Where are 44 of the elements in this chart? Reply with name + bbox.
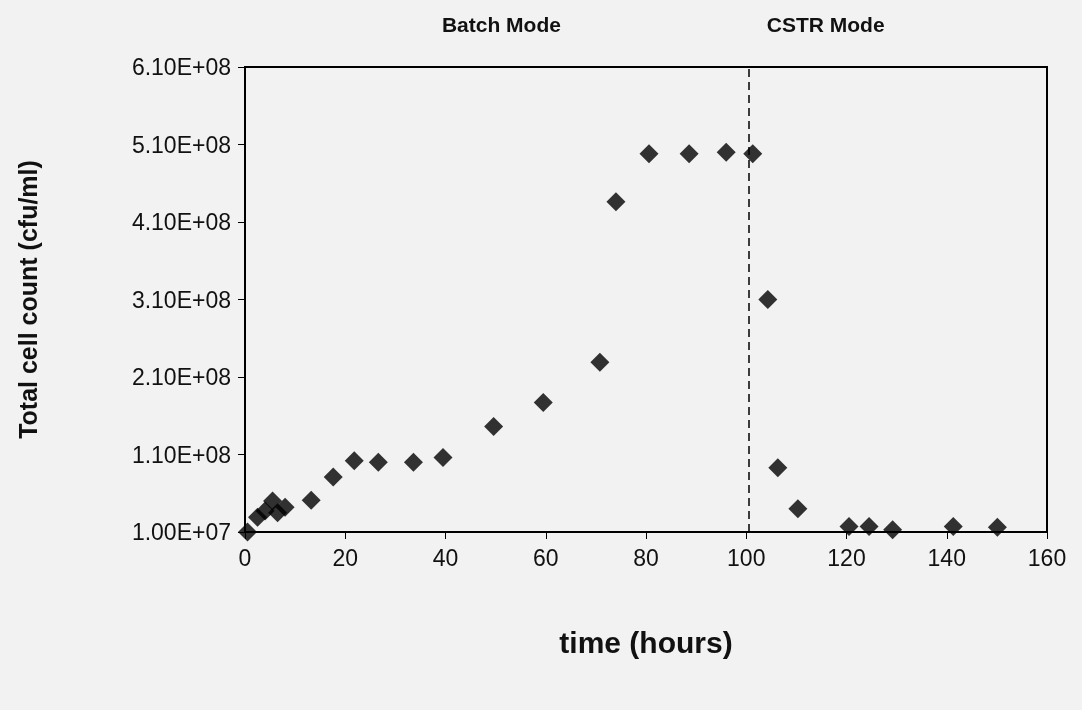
text: CSTR Mode bbox=[766, 13, 885, 36]
point bbox=[606, 192, 626, 212]
point bbox=[768, 458, 788, 478]
y-tick-label: 4.10E+08 bbox=[131, 209, 231, 235]
point bbox=[484, 417, 504, 437]
y-tick-label: 1.10E+08 bbox=[131, 441, 231, 468]
point bbox=[883, 520, 903, 540]
x-tick-label: 60 bbox=[532, 544, 559, 571]
x-tick-label: 140 bbox=[927, 544, 966, 571]
point bbox=[238, 522, 258, 542]
point bbox=[433, 448, 453, 468]
point bbox=[839, 517, 859, 537]
y-tick-label: 3.10E+08 bbox=[131, 286, 231, 313]
y-tick-label: 1.00E+07 bbox=[131, 519, 231, 545]
point bbox=[323, 467, 343, 487]
text: Batch Mode bbox=[441, 13, 561, 36]
point bbox=[788, 499, 808, 519]
x-tick-label: 160 bbox=[1027, 544, 1067, 571]
x-tick-label: 40 bbox=[432, 544, 459, 571]
point bbox=[743, 144, 763, 164]
x-tick-label: 0 bbox=[238, 544, 252, 571]
point bbox=[301, 490, 321, 510]
x-tick-label: 100 bbox=[727, 544, 766, 571]
point bbox=[716, 142, 736, 162]
point bbox=[275, 497, 295, 517]
x-tick-label: 20 bbox=[332, 544, 359, 571]
y-tick-label: 2.10E+08 bbox=[131, 364, 231, 390]
x-axis-title: time (hours) bbox=[559, 625, 733, 659]
point bbox=[533, 393, 553, 413]
x-tick-label: 80 bbox=[633, 544, 659, 571]
point bbox=[403, 452, 423, 472]
y-tick-label: 5.10E+08 bbox=[131, 131, 231, 158]
point bbox=[859, 517, 879, 537]
point bbox=[639, 144, 659, 164]
point bbox=[344, 451, 364, 471]
point bbox=[943, 517, 963, 537]
point bbox=[679, 144, 699, 164]
x-tick-label: 120 bbox=[827, 544, 866, 571]
point bbox=[590, 352, 610, 372]
point bbox=[368, 452, 388, 472]
point bbox=[758, 290, 778, 309]
y-tick-label: 6.10E+08 bbox=[131, 54, 231, 80]
y-axis-title: Total cell count (cfu/ml) bbox=[13, 160, 42, 439]
point bbox=[987, 517, 1007, 537]
